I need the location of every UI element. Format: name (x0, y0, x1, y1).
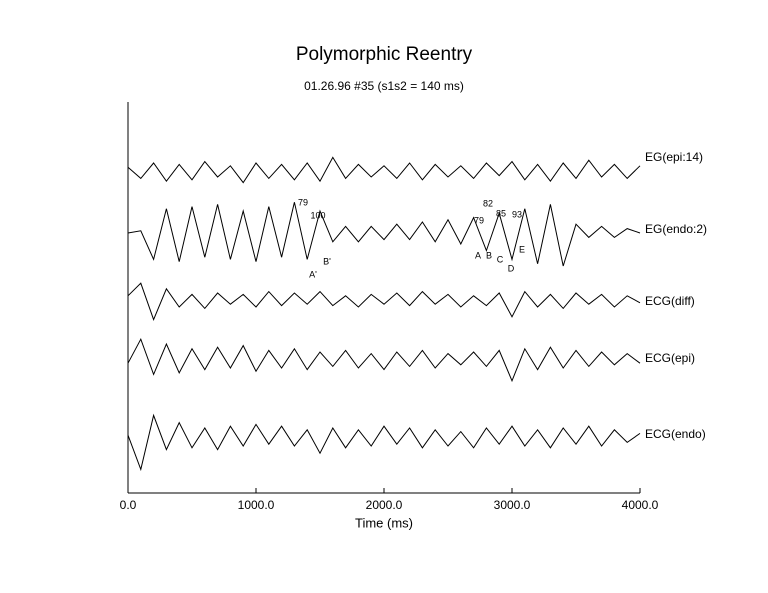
x-tick-label: 4000.0 (622, 498, 659, 512)
chart-subtitle: 01.26.96 #35 (s1s2 = 140 ms) (304, 79, 464, 93)
chart-title: Polymorphic Reentry (296, 44, 473, 65)
x-axis-label: Time (ms) (355, 515, 413, 530)
trace-label: EG(epi:14) (645, 150, 703, 164)
x-tick-label: 3000.0 (494, 498, 531, 512)
annotation: E (519, 244, 525, 254)
trace (127, 337, 641, 383)
x-tick-label: 2000.0 (366, 498, 403, 512)
annotation: A (475, 250, 481, 260)
trace (127, 156, 641, 184)
annotation: B (486, 250, 492, 260)
trace-label: EG(endo:2) (645, 222, 707, 236)
annotation: C (497, 254, 504, 264)
annotation: 79 (474, 215, 484, 225)
annotation: 93 (512, 209, 522, 219)
annotation: A' (309, 269, 317, 279)
trace-label: ECG(endo) (645, 427, 706, 441)
trace (127, 282, 641, 321)
annotation: 85 (496, 208, 506, 218)
trace-label: ECG(epi) (645, 351, 695, 365)
annotation: 100 (310, 210, 325, 220)
x-tick-label: 0.0 (120, 498, 137, 512)
trace-label: ECG(diff) (645, 294, 695, 308)
annotation: D (508, 263, 515, 273)
trace (127, 413, 641, 472)
annotation: 79 (298, 197, 308, 207)
annotation: B' (323, 256, 331, 266)
x-tick-label: 1000.0 (238, 498, 275, 512)
annotation: 82 (483, 198, 493, 208)
trace (127, 202, 641, 267)
